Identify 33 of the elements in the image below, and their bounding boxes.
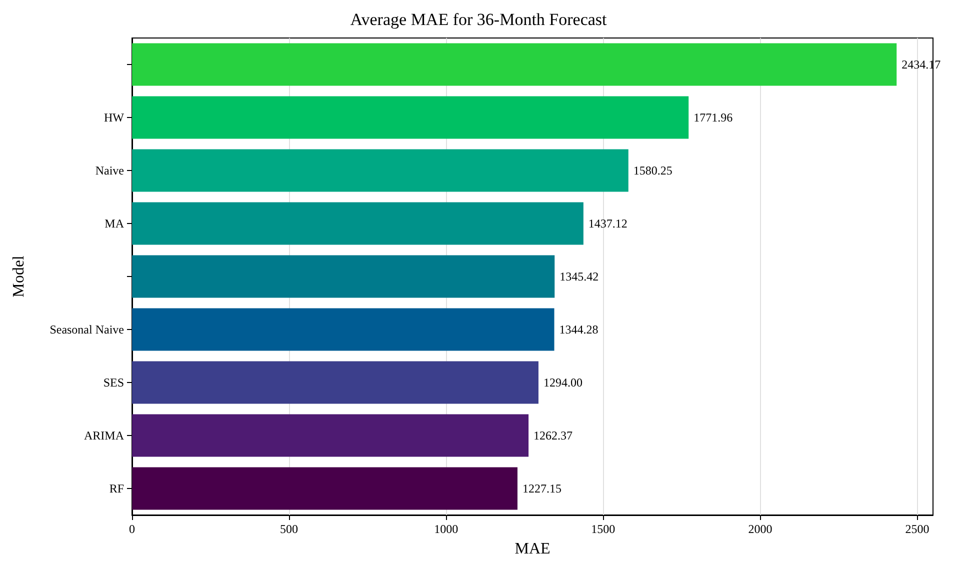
data-label: 1294.00 <box>543 376 582 390</box>
x-tick-label: 1500 <box>591 522 616 536</box>
x-tick-label: 1000 <box>434 522 458 536</box>
x-tick-label: 0 <box>129 522 135 536</box>
x-tick-label: 2000 <box>748 522 772 536</box>
data-label: 1437.12 <box>588 216 628 230</box>
y-tick-label: RF <box>109 482 124 496</box>
bar <box>132 202 584 245</box>
y-tick-label: Seasonal Naive <box>50 322 124 336</box>
data-label: 1345.42 <box>560 270 599 284</box>
y-axis-title: Model <box>10 255 28 298</box>
bar <box>132 467 518 510</box>
y-tick-label: SES <box>103 376 124 390</box>
x-axis-title: MAE <box>514 540 550 558</box>
bar <box>132 43 897 86</box>
bar <box>132 96 689 139</box>
y-tick-label: ARIMA <box>84 428 124 442</box>
chart-title: Average MAE for 36-Month Forecast <box>350 10 608 29</box>
data-label: 1262.37 <box>534 428 573 442</box>
bar <box>132 149 628 192</box>
bar <box>132 361 538 404</box>
data-label: 1227.15 <box>522 482 562 496</box>
bar <box>132 308 554 351</box>
bar <box>132 255 555 298</box>
y-tick-label: HW <box>104 110 125 124</box>
x-tick-label: 500 <box>280 522 298 536</box>
data-label: 1771.96 <box>694 110 733 124</box>
y-tick-label: Naive <box>95 164 124 178</box>
y-tick-label: MA <box>104 216 124 230</box>
bar <box>132 414 529 457</box>
data-label: 1344.28 <box>559 322 598 336</box>
data-label: 1580.25 <box>633 164 672 178</box>
x-tick-label: 2500 <box>905 522 930 536</box>
